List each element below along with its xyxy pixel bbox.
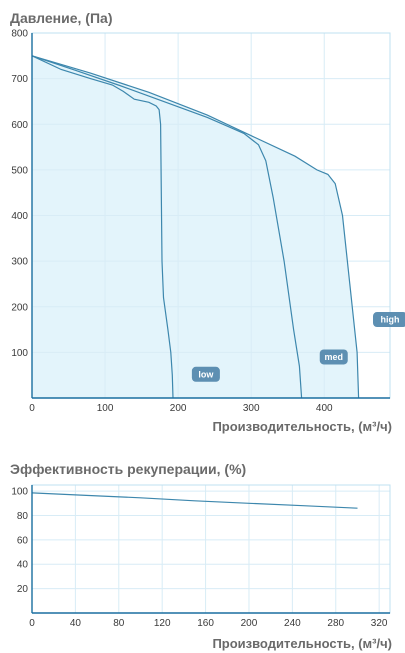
series-badge-bg [373,312,405,328]
y-tick-label: 80 [17,511,29,522]
plot-frame [31,484,391,614]
series-line-low [31,55,174,399]
x-tick-label: 280 [327,618,344,629]
x-tick-label: 100 [97,403,114,414]
efficiency-chart-title: Эффективность рекуперации, (%) [10,461,246,477]
efficiency-chart-x-label: Производительность, (м³/ч) [212,636,392,651]
x-tick-label: 0 [29,618,35,629]
series-badge-med: med [319,349,348,365]
x-tick-label: 240 [284,618,301,629]
series-badge-label: low [198,369,214,379]
y-tick-label: 500 [11,165,28,176]
x-tick-label: 200 [170,403,187,414]
y-tick-label: 60 [17,535,29,546]
x-tick-label: 80 [113,618,125,629]
y-tick-label: 100 [11,487,28,498]
series-badge-bg [319,349,348,365]
series-line-high [31,55,360,399]
pressure-chart-x-label: Производительность, (м³/ч) [212,419,392,434]
x-tick-label: 300 [243,403,260,414]
y-tick-label: 800 [11,29,28,40]
x-tick-label: 120 [154,618,171,629]
y-tick-label: 200 [11,302,28,313]
y-tick-label: 20 [17,584,29,595]
x-tick-label: 400 [316,403,333,414]
x-tick-label: 200 [241,618,258,629]
series-line-med [31,55,303,399]
series-badge-bg [191,366,220,382]
series-badge-low: low [191,366,220,382]
series-badge-label: med [324,352,343,362]
y-tick-label: 600 [11,120,28,131]
x-tick-label: 320 [371,618,388,629]
x-tick-label: 160 [197,618,214,629]
y-tick-label: 300 [11,257,28,268]
efficiency-chart: Эффективность рекуперации, (%) Производи… [10,461,392,651]
series-badge-high: high [373,312,405,328]
pressure-chart-title: Давление, (Па) [10,10,112,26]
y-tick-label: 700 [11,74,28,85]
x-tick-label: 40 [70,618,82,629]
y-tick-label: 400 [11,211,28,222]
curve-area [32,55,359,399]
x-tick-label: 0 [29,403,35,414]
series-badge-label: high [381,315,400,325]
pressure-chart: Давление, (Па) Производительность, (м³/ч… [10,10,405,434]
series-line-0 [31,492,358,509]
y-tick-label: 40 [17,560,29,571]
y-tick-label: 100 [11,348,28,359]
